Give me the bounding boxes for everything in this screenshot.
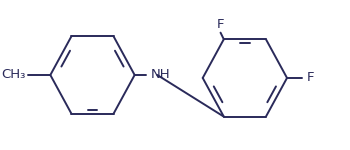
Text: CH₃: CH₃ [2,69,26,81]
Text: F: F [217,18,224,31]
Text: NH: NH [151,69,170,81]
Text: F: F [307,71,314,84]
